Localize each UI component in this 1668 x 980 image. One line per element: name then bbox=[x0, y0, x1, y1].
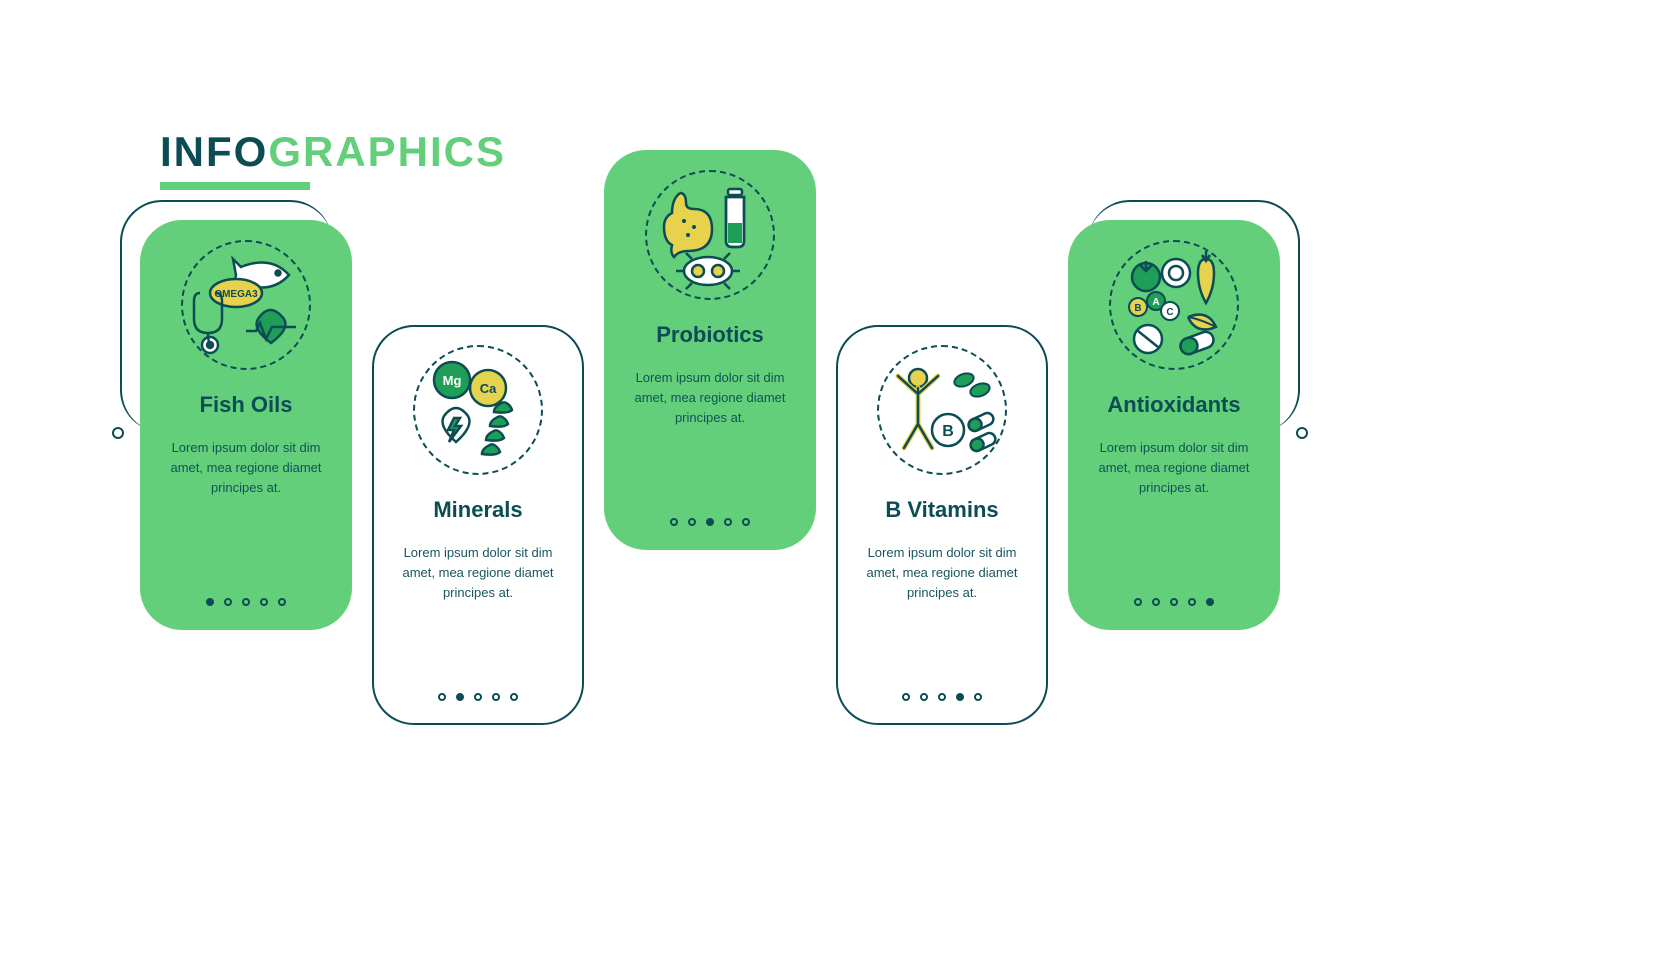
dot bbox=[456, 693, 464, 701]
card-text: Lorem ipsum dolor sit dim amet, mea regi… bbox=[392, 543, 564, 603]
dot bbox=[1152, 598, 1160, 606]
dot bbox=[938, 693, 946, 701]
minerals-icon: Mg Ca bbox=[413, 345, 543, 475]
b-vitamins-icon: B bbox=[877, 345, 1007, 475]
pager-dots bbox=[206, 598, 286, 606]
dot bbox=[1170, 598, 1178, 606]
card-text: Lorem ipsum dolor sit dim amet, mea regi… bbox=[856, 543, 1028, 603]
card-title: B Vitamins bbox=[885, 497, 998, 523]
dot bbox=[242, 598, 250, 606]
card-title: Probiotics bbox=[656, 322, 764, 348]
dot bbox=[1206, 598, 1214, 606]
connector-dot-right bbox=[1296, 427, 1308, 439]
svg-text:Mg: Mg bbox=[443, 373, 462, 388]
card-fish-oils: OMEGA3 Fish Oils Lorem ipsum dolor sit d… bbox=[140, 220, 352, 630]
dot bbox=[974, 693, 982, 701]
pager-dots bbox=[670, 518, 750, 526]
connector-dot-left bbox=[112, 427, 124, 439]
card-minerals: Mg Ca Minerals Lorem ipsum dolor s bbox=[372, 325, 584, 725]
pager-dots bbox=[438, 693, 518, 701]
dot bbox=[724, 518, 732, 526]
dot bbox=[260, 598, 268, 606]
dot bbox=[706, 518, 714, 526]
dot bbox=[1134, 598, 1142, 606]
dot bbox=[206, 598, 214, 606]
dot bbox=[492, 693, 500, 701]
dot bbox=[278, 598, 286, 606]
dot bbox=[670, 518, 678, 526]
antioxidants-icon: B A C bbox=[1109, 240, 1239, 370]
card-antioxidants: B A C Antioxidants Lorem ipsum dolor sit… bbox=[1068, 220, 1280, 630]
card-title: Minerals bbox=[433, 497, 522, 523]
svg-text:C: C bbox=[1166, 307, 1173, 318]
card-title: Antioxidants bbox=[1107, 392, 1240, 418]
pager-dots bbox=[1134, 598, 1214, 606]
dot bbox=[474, 693, 482, 701]
card-probiotics: Probiotics Lorem ipsum dolor sit dim ame… bbox=[604, 150, 816, 550]
dot bbox=[742, 518, 750, 526]
pager-dots bbox=[902, 693, 982, 701]
fish-oils-icon: OMEGA3 bbox=[181, 240, 311, 370]
dot bbox=[956, 693, 964, 701]
dot bbox=[510, 693, 518, 701]
card-b-vitamins: B B Vitamins Lorem ipsum dolor sit dim a… bbox=[836, 325, 1048, 725]
card-text: Lorem ipsum dolor sit dim amet, mea regi… bbox=[1088, 438, 1260, 498]
dot bbox=[224, 598, 232, 606]
svg-text:A: A bbox=[1152, 297, 1159, 308]
dot bbox=[902, 693, 910, 701]
svg-text:B: B bbox=[942, 423, 954, 440]
card-text: Lorem ipsum dolor sit dim amet, mea regi… bbox=[624, 368, 796, 428]
probiotics-icon bbox=[645, 170, 775, 300]
svg-text:B: B bbox=[1134, 303, 1141, 314]
card-text: Lorem ipsum dolor sit dim amet, mea regi… bbox=[160, 438, 332, 498]
svg-text:Ca: Ca bbox=[480, 381, 497, 396]
cards-row: OMEGA3 Fish Oils Lorem ipsum dolor sit d… bbox=[140, 130, 1300, 750]
card-title: Fish Oils bbox=[200, 392, 293, 418]
dot bbox=[688, 518, 696, 526]
dot bbox=[920, 693, 928, 701]
dot bbox=[438, 693, 446, 701]
dot bbox=[1188, 598, 1196, 606]
